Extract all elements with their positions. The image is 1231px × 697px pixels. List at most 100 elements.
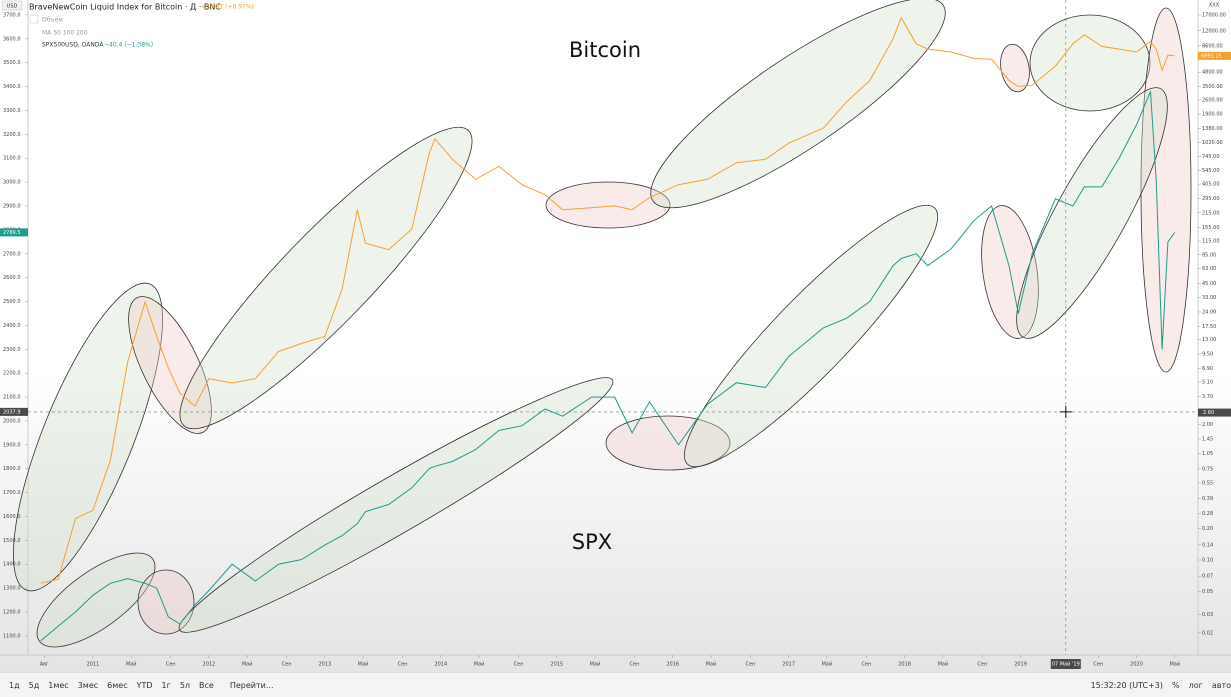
toolbar-button[interactable]: 5д (28, 680, 40, 690)
toolbar-button[interactable]: 1г (161, 680, 171, 690)
y2-tick-label: 4800.00 (1202, 70, 1223, 76)
y2-tick-label: 545.00 (1202, 168, 1220, 174)
y-tick-label: 1500.0 (3, 538, 21, 544)
x-tick-label: Сен (861, 662, 871, 668)
toolbar-button[interactable]: Все (199, 680, 214, 690)
x-tick-label: Май (822, 661, 833, 668)
toolbar-button[interactable]: 1д (9, 680, 20, 690)
y-tick-label: 2600.0 (3, 275, 21, 281)
y2-tick-label: 0.55 (1202, 480, 1213, 486)
ellipse (650, 0, 946, 209)
y2-tick-label: 2600.00 (1202, 97, 1223, 103)
price-label-box (0, 228, 28, 237)
price-label-box (1198, 51, 1231, 60)
y-tick-label: 1600.0 (3, 514, 21, 520)
toolbar-button[interactable]: авто (1211, 680, 1231, 690)
toolbar-button[interactable]: 5л (179, 680, 191, 690)
x-tick-label: Сен (630, 662, 640, 668)
price-label: 2789.5 (3, 230, 21, 236)
ellipse (1029, 14, 1151, 112)
y2-tick-label: 8600.00 (1202, 43, 1223, 49)
x-tick-label: 2015 (550, 662, 563, 668)
y-tick-label: 1300.0 (3, 586, 21, 592)
y2-tick-label: 12000.00 (1202, 28, 1226, 34)
y-tick-label: 1800.0 (3, 466, 21, 472)
ellipse (605, 415, 731, 471)
x-tick-label: 2011 (87, 662, 100, 668)
toolbar-button[interactable]: лог (1188, 680, 1203, 690)
toolbar-button[interactable]: Перейти... (229, 680, 274, 690)
x-tick-label: Май (1169, 661, 1180, 668)
y2-tick-label: 155.00 (1202, 225, 1220, 231)
y-tick-label: 3200.0 (3, 132, 21, 138)
x-tick-label: Авг (40, 662, 49, 668)
indicator: Объём (42, 17, 63, 24)
series-change: +55.87 (+0.97%) (201, 4, 254, 11)
x-tick-label: Май (242, 661, 253, 668)
crosshair-y2-label: 2.60 (1203, 410, 1214, 416)
left-axis-unit: USD (7, 4, 18, 10)
y-tick-label: 2700.0 (3, 251, 21, 257)
y2-tick-label: 1380.00 (1202, 126, 1223, 132)
annotation: SPX (572, 530, 612, 554)
toolbar-button[interactable]: YTD (136, 680, 153, 690)
toolbar-button[interactable]: 6мес (107, 680, 128, 690)
ellipse (1016, 87, 1168, 339)
y2-tick-label: 1900.00 (1202, 112, 1223, 118)
crosshair-label-box (1050, 659, 1081, 669)
x-tick-label: Сен (514, 662, 524, 668)
toolbar-button[interactable]: % (1172, 680, 1180, 690)
y2-tick-label: 0.28 (1202, 511, 1213, 517)
series-line (40, 91, 1176, 642)
y-tick-label: 2900.0 (3, 203, 21, 209)
toolbar: 1д 5д 1мес 3мес 6мес YTD 1г 5л Все Перейти... 15:3… (0, 672, 1231, 697)
y2-tick-label: 0.07 (1202, 574, 1213, 580)
y2-tick-label: 3500.00 (1202, 84, 1223, 90)
y2-tick-label: 745.00 (1202, 154, 1220, 160)
y2-tick-label: 33.00 (1202, 295, 1216, 301)
y2-tick-label: 0.05 (1202, 589, 1213, 595)
toolbar-button[interactable]: 3мес (77, 680, 99, 690)
y-tick-label: 1200.0 (3, 610, 21, 616)
y2-tick-label: 215.00 (1202, 210, 1220, 216)
ellipse (36, 552, 156, 648)
y2-tick-label: 24.00 (1202, 309, 1216, 315)
y2-tick-label: 63.00 (1202, 266, 1216, 272)
x-tick-label: 2019 (1014, 662, 1027, 668)
y2-tick-label: 115.00 (1202, 239, 1220, 245)
ellipse (1140, 7, 1192, 373)
crosshair-y-label: 2037.9 (3, 409, 21, 415)
y-tick-label: 3700.0 (3, 12, 21, 18)
y2-tick-label: 1.05 (1202, 451, 1213, 457)
y2-tick-label: 13.00 (1202, 337, 1216, 343)
ellipse (683, 204, 939, 468)
y2-tick-label: 295.00 (1202, 196, 1220, 202)
y2-tick-label: 45.00 (1202, 281, 1216, 287)
y-tick-label: 2100.0 (3, 395, 21, 401)
series-title: BraveNewCoin Liquid Index for Bitcoin · … (29, 3, 221, 12)
collapse-button[interactable] (29, 14, 39, 24)
y-tick-label: 2200.0 (3, 371, 21, 377)
axis-unit-box (1, 0, 23, 11)
y2-tick-label: 0.03 (1202, 612, 1213, 618)
crosshair-cursor (1059, 405, 1072, 418)
y-tick-label: 3500.0 (3, 60, 21, 66)
y-tick-label: 2300.0 (3, 347, 21, 353)
x-tick-label: Сен (166, 662, 176, 668)
y2-tick-label: 0.75 (1202, 466, 1213, 472)
ellipse (128, 296, 212, 434)
x-tick-label: Сен (282, 662, 292, 668)
series-title: SPX500USD, OANDA (42, 42, 104, 49)
x-tick-label: Май (706, 661, 717, 668)
y2-tick-label: 3.70 (1202, 394, 1213, 400)
annotation: Bitcoin (569, 38, 641, 62)
x-tick-label: 2013 (318, 662, 331, 668)
series-line (40, 16, 1175, 584)
clock: 15:32:20 (UTC+3) (1090, 680, 1163, 690)
y2-tick-label: 9.50 (1202, 351, 1213, 357)
crosshair-label-box (0, 407, 28, 416)
y-tick-label: 1900.0 (3, 442, 21, 448)
ellipse (179, 126, 473, 430)
crosshair-label-box (1198, 408, 1231, 417)
toolbar-button[interactable]: 1мес (48, 680, 69, 690)
